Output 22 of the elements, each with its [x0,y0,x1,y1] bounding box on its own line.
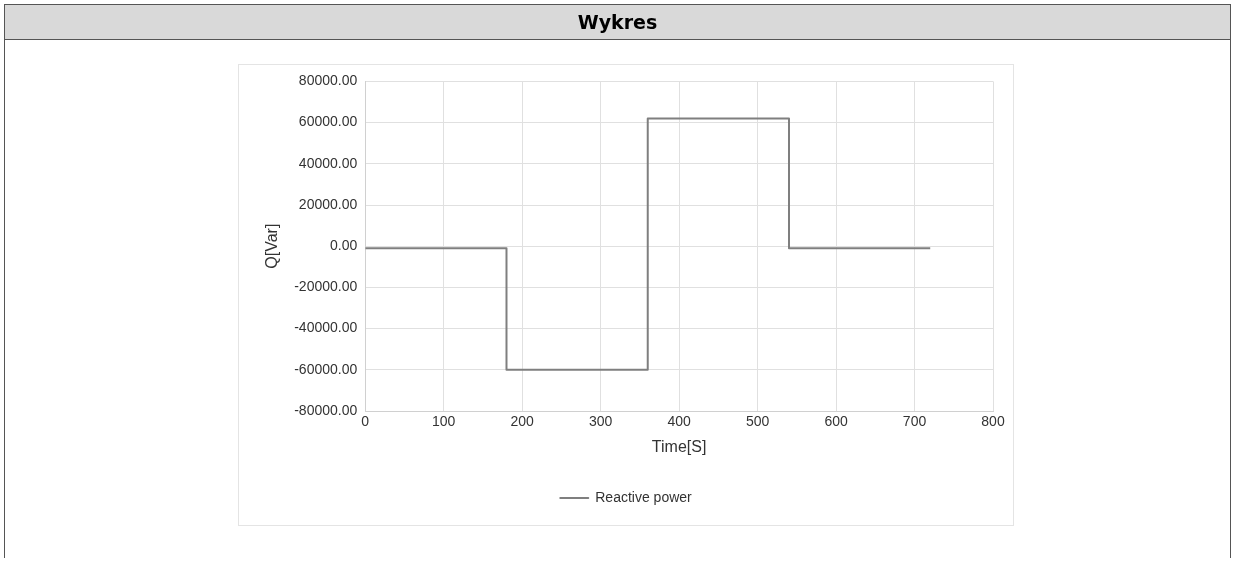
x-tick-label: 600 [824,413,848,430]
x-tick-label: 500 [745,413,770,430]
y-tick-label: -60000.00 [294,360,358,377]
y-axis-title: Q[Var] [263,223,281,269]
x-tick-label: 0 [361,413,370,430]
y-tick-label: 20000.00 [298,195,358,212]
chart-title: Wykres [5,5,1230,40]
y-tick-label: 60000.00 [298,113,358,130]
x-tick-label: 200 [510,413,535,430]
x-tick-label: 400 [667,413,692,430]
legend-label: Reactive power [595,488,693,505]
y-tick-label: 0.00 [330,237,358,254]
x-tick-label: 800 [981,413,1005,430]
y-tick-label: 80000.00 [298,72,358,89]
y-tick-label: 40000.00 [298,154,358,171]
y-tick-label: -40000.00 [294,319,358,336]
y-tick-label: -80000.00 [294,401,358,418]
x-tick-label: 100 [432,413,456,430]
x-tick-label: 700 [902,413,927,430]
y-tick-label: -20000.00 [294,278,358,295]
x-tick-label: 300 [588,413,613,430]
x-axis-title: Time[S] [651,437,707,455]
